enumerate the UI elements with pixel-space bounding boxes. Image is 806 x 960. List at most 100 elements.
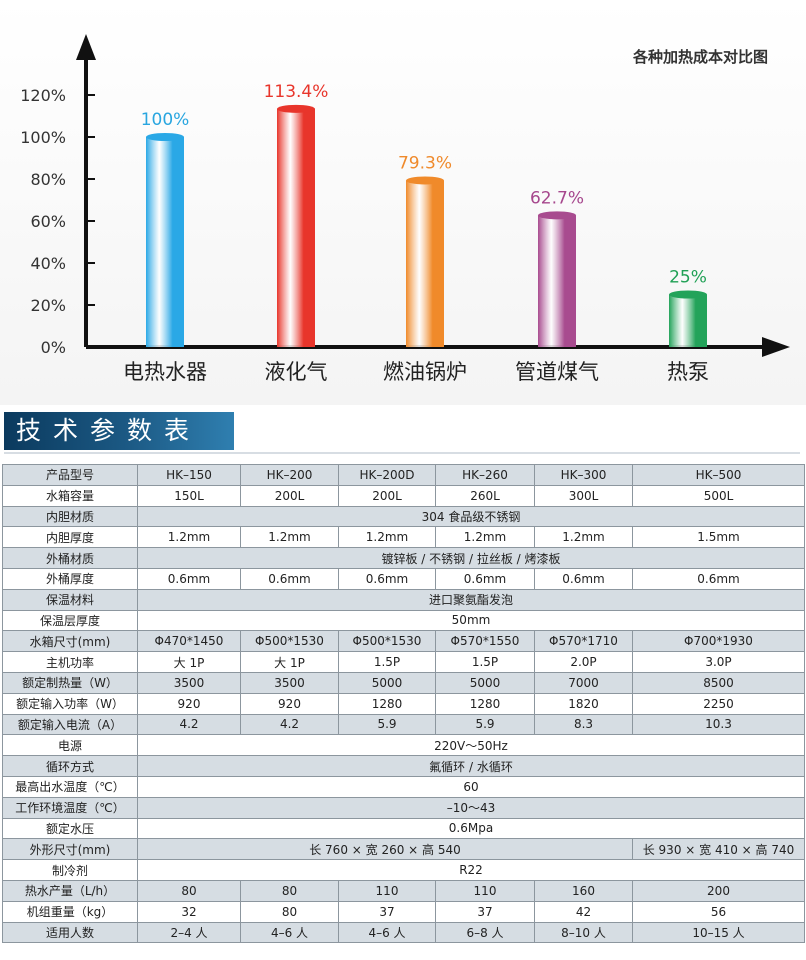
table-cell: 0.6Mpa <box>137 817 805 840</box>
bar-cap <box>146 133 184 141</box>
table-cell: 2250 <box>632 692 805 715</box>
table-cell: 10.3 <box>632 713 805 736</box>
table-cell: 920 <box>137 692 241 715</box>
table-cell: 920 <box>240 692 339 715</box>
row-label-cell: 内胆厚度 <box>2 526 138 549</box>
bar-cap <box>277 104 315 113</box>
x-tick-label: 热泵 <box>667 360 709 384</box>
table-cell: 5.9 <box>338 713 436 736</box>
y-axis-arrow <box>76 34 96 60</box>
table-row: 主机功率大 1P 大 1P 1.5P 1.5P 2.0P 3.0P <box>2 651 805 673</box>
table-cell: 1820 <box>534 692 633 715</box>
row-label-cell: 机组重量（kg） <box>2 900 138 923</box>
data-label: 79.3% <box>398 153 452 173</box>
table-header-cell: HK–500 <box>632 464 805 486</box>
table-cell: Φ570*1550 <box>435 630 535 653</box>
table-cell: Φ500*1530 <box>240 630 339 653</box>
table-cell: Φ470*1450 <box>137 630 241 653</box>
data-label: 25% <box>669 268 707 288</box>
row-label-cell: 额定输入电流（A） <box>2 713 138 736</box>
table-row: 水箱尺寸(mm) Φ470*1450 Φ500*1530 Φ500*1530 Φ570*… <box>2 630 805 653</box>
table-cell: 1.2mm <box>338 526 436 549</box>
data-label: 100% <box>141 110 190 130</box>
cost-comparison-chart: 各种加热成本对比图 0% 20% 40% 60% 80% 100% 120% 100% 电热水器 1… <box>20 34 790 384</box>
table-cell: 长 760 × 宽 260 × 高 540 <box>137 838 633 861</box>
table-cell: 260L <box>435 484 535 507</box>
bar <box>669 294 707 347</box>
chart-title: 各种加热成本对比图 <box>632 48 768 66</box>
table-cell: 304 食品级不锈钢 <box>137 505 805 528</box>
x-axis-arrow <box>762 337 790 357</box>
table-cell: 4–6 人 <box>338 921 436 944</box>
row-label-cell: 保温层厚度 <box>2 609 138 632</box>
table-row: 循环方式 氟循环 / 水循环 <box>2 755 805 777</box>
row-label-cell: 水箱容量 <box>2 484 138 507</box>
table-cell: 6–8 人 <box>435 921 535 944</box>
table-cell: Φ500*1530 <box>338 630 436 653</box>
table-header-cell: HK–260 <box>435 464 535 486</box>
x-tick-label: 电热水器 <box>123 360 207 384</box>
table-row: 适用人数 2–4 人 4–6 人 4–6 人 6–8 人 8–10 人 10–15 人 <box>2 921 805 944</box>
bar-cap <box>669 290 707 299</box>
table-cell: 0.6mm <box>435 567 535 590</box>
table-row: 外桶材质 镀锌板 / 不锈钢 / 拉丝板 / 烤漆板 <box>2 547 805 569</box>
table-cell: 42 <box>534 900 633 923</box>
table-cell: 5.9 <box>435 713 535 736</box>
table-cell: 大 1P <box>240 651 339 673</box>
table-cell: 0.6mm <box>240 567 339 590</box>
table-cell: 150L <box>137 484 241 507</box>
table-row: 额定输入功率（W） 920 920 1280 1280 1820 2250 <box>2 692 805 715</box>
table-row: 电源 220V～50Hz <box>2 734 805 757</box>
bar <box>146 137 184 347</box>
table-row: 保温层厚度 50mm <box>2 609 805 632</box>
bar <box>277 108 315 347</box>
spec-table: 产品型号 HK–150 HK–200 HK–200D HK–260 HK–300 HK–50… <box>2 464 805 944</box>
table-cell: 4.2 <box>240 713 339 736</box>
table-row: 额定制热量（W） 3500 3500 5000 5000 7000 8500 <box>2 671 805 694</box>
table-header-cell: HK–150 <box>137 464 241 486</box>
table-cell: 1.2mm <box>137 526 241 549</box>
y-tick-label: 100% <box>20 128 66 147</box>
table-cell: 220V～50Hz <box>137 734 805 757</box>
table-cell: 60 <box>137 775 805 798</box>
table-cell: Φ570*1710 <box>534 630 633 653</box>
table-cell: 1.5P <box>435 651 535 673</box>
row-label-cell: 额定水压 <box>2 817 138 840</box>
table-cell: 1.2mm <box>240 526 339 549</box>
table-cell: 80 <box>240 879 339 902</box>
table-cell: 110 <box>338 879 436 902</box>
table-cell: 8.3 <box>534 713 633 736</box>
y-tick-label: 40% <box>30 254 66 273</box>
table-header-cell: HK–200 <box>240 464 339 486</box>
table-cell: 长 930 × 宽 410 × 高 740 <box>632 838 805 861</box>
section-title: 技术参数表 <box>16 416 202 445</box>
row-label-cell: 电源 <box>2 734 138 757</box>
table-cell: 80 <box>137 879 241 902</box>
table-header-cell: HK–300 <box>534 464 633 486</box>
bar-cap <box>538 211 576 220</box>
table-cell: 2.0P <box>534 651 633 673</box>
table-row: 机组重量（kg） 32 80 37 37 42 56 <box>2 900 805 923</box>
table-cell: 4–6 人 <box>240 921 339 944</box>
row-label-cell: 最高出水温度（℃） <box>2 775 138 798</box>
y-tick-label: 20% <box>30 296 66 315</box>
section-divider <box>4 452 800 454</box>
table-row: 外桶厚度 0.6mm 0.6mm 0.6mm 0.6mm 0.6mm 0.6mm <box>2 567 805 590</box>
table-row: 水箱容量 150L 200L 200L 260L 300L 500L <box>2 484 805 507</box>
section-header: 技术参数表 <box>4 412 234 450</box>
table-header-row: 产品型号 HK–150 HK–200 HK–200D HK–260 HK–300 HK–50… <box>2 464 805 486</box>
table-row: 最高出水温度（℃） 60 <box>2 775 805 798</box>
table-cell: 160 <box>534 879 633 902</box>
bar-cap <box>406 176 444 185</box>
table-cell: 0.6mm <box>534 567 633 590</box>
data-label: 62.7% <box>530 188 584 208</box>
table-cell: 110 <box>435 879 535 902</box>
row-label-cell: 额定输入功率（W） <box>2 692 138 715</box>
table-cell: 37 <box>338 900 436 923</box>
table-cell: 0.6mm <box>137 567 241 590</box>
row-label-cell: 外桶厚度 <box>2 567 138 590</box>
table-row: 热水产量（L/h） 80 80 110 110 160 200 <box>2 879 805 902</box>
table-cell: 0.6mm <box>338 567 436 590</box>
table-row: 额定水压 0.6Mpa <box>2 817 805 840</box>
row-label-cell: 额定制热量（W） <box>2 671 138 694</box>
